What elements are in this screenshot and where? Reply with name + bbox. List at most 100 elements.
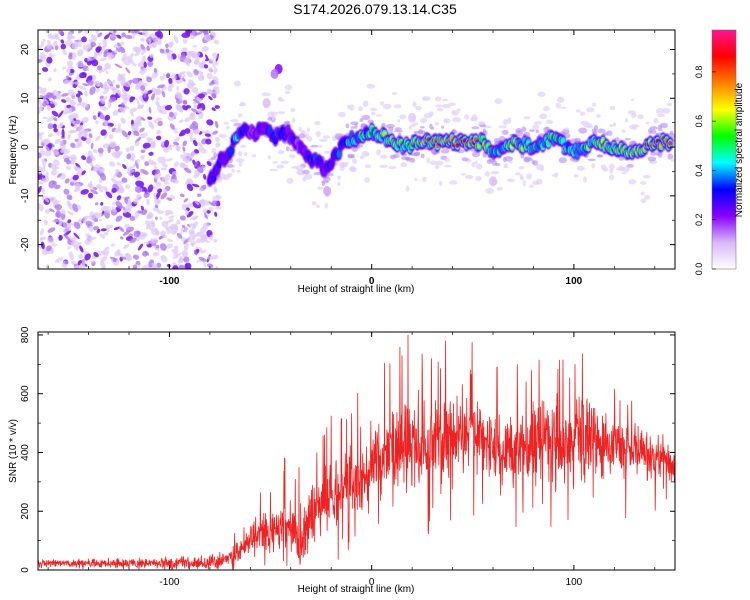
spectrogram-noise-cell — [187, 223, 191, 228]
spectrogram-noise-cell — [100, 202, 104, 206]
spectrogram-noise-cell — [193, 69, 199, 76]
spectrogram-noise-cell — [47, 227, 56, 233]
spectrogram-halo-cell — [621, 172, 627, 175]
spectrogram-noise-cell — [99, 172, 106, 181]
spectrogram-halo-cell — [267, 116, 273, 121]
spectrogram-noise-cell — [114, 63, 123, 69]
spectrogram-noise-cell — [112, 110, 119, 116]
spectrogram-noise-cell — [54, 33, 59, 38]
spectrogram-noise-cell — [95, 46, 101, 53]
spectrogram-halo-cell — [471, 126, 480, 130]
spectrogram-noise-cell — [52, 90, 60, 97]
spectrogram-noise-cell — [77, 49, 84, 57]
spectrogram-noise-cell — [82, 216, 88, 224]
spectrogram-noise-cell — [73, 113, 77, 120]
spectrogram-halo-cell — [267, 155, 272, 160]
spectrogram-noise-cell — [196, 165, 204, 174]
spectrogram-halo-cell — [233, 80, 241, 87]
spectrogram-halo-cell — [399, 114, 407, 120]
spectrogram-halo-cell — [503, 163, 509, 169]
spectrogram-noise-cell — [182, 140, 188, 147]
spectrogram-noise-cell — [187, 234, 195, 243]
spectrogram-noise-cell — [134, 186, 142, 193]
spectrogram-noise-cell — [121, 88, 128, 97]
spectrogram-halo-cell — [596, 114, 601, 118]
spectrogram-halo-cell — [319, 138, 328, 142]
spectrogram-noise-cell — [190, 34, 195, 40]
spectrogram-noise-cell — [94, 164, 101, 171]
spectrogram-noise-cell — [57, 110, 64, 118]
spectrogram-noise-cell — [165, 48, 170, 53]
spectrogram-halo-cell — [438, 180, 443, 186]
spectrogram-halo-cell — [647, 156, 657, 162]
spectrogram-halo-cell — [650, 151, 657, 156]
spectrogram-noise-cell — [176, 219, 181, 225]
spectrogram-halo-cell — [291, 166, 298, 169]
spectrogram-noise-cell — [166, 218, 175, 224]
spectrogram-noise-cell — [118, 128, 123, 133]
spectrogram-noise-cell — [103, 95, 108, 101]
spectrogram-halo-cell — [261, 92, 271, 97]
snr-frame — [37, 331, 676, 571]
spectrogram-noise-cell — [159, 75, 165, 81]
spectrogram-noise-cell — [213, 238, 218, 243]
spectrogram-noise-cell — [122, 58, 131, 66]
spectrogram-halo-cell — [583, 176, 587, 183]
spectrogram-halo-cell — [521, 126, 527, 133]
spectrogram-halo-cell — [405, 185, 410, 192]
spectrogram-noise-cell — [206, 263, 214, 268]
spectrogram-halo-cell — [443, 157, 451, 163]
spectrogram-noise-cell — [103, 231, 109, 236]
spectrogram-noise-cell — [38, 90, 46, 95]
spectrogram-noise-cell — [119, 186, 125, 194]
spectrogram-noise-cell — [50, 99, 55, 104]
spectrogram-halo-cell — [321, 180, 330, 184]
spectrogram-noise-cell — [214, 120, 219, 129]
spectrogram-noise-cell — [125, 147, 131, 153]
spectrogram-noise-cell — [165, 72, 171, 78]
spectrogram-noise-cell — [192, 130, 199, 135]
spectrogram-halo-cell — [460, 173, 466, 176]
spectrogram-noise-cell — [89, 211, 94, 217]
spectrogram-halo-cell — [380, 101, 385, 106]
spectrogram-halo-cell — [233, 122, 243, 127]
spectrogram-noise-cell — [40, 121, 44, 125]
spectrogram-noise-cell — [141, 55, 146, 64]
spectrogram-noise-cell — [127, 208, 132, 212]
spectrogram-noise-cell — [197, 141, 203, 147]
spectrogram-noise-cell — [151, 87, 158, 94]
spectrogram-noise-cell — [136, 230, 141, 235]
spectrogram-noise-cell — [155, 100, 160, 106]
spectrogram-noise-cell — [116, 195, 122, 201]
spectrogram-noise-cell — [186, 207, 190, 211]
spectrogram-x-tick-label: -100 — [159, 276, 179, 287]
spectrogram-noise-cell — [86, 67, 90, 72]
spectrogram-halo-cell — [593, 124, 599, 131]
spectrogram-noise-cell — [188, 82, 197, 86]
ridge-core — [560, 139, 566, 144]
spectrogram-noise-cell — [133, 198, 139, 204]
spectrogram-halo-cell — [478, 122, 486, 125]
spectrogram-noise-cell — [101, 186, 108, 190]
spectrogram-noise-cell — [142, 232, 148, 237]
spectrogram-halo-cell — [284, 120, 291, 124]
spectrogram-noise-cell — [104, 246, 110, 251]
spectrogram-noise-cell — [38, 45, 43, 50]
spectrogram-noise-cell — [203, 34, 212, 42]
spectrogram-halo-cell — [385, 123, 395, 129]
spectrogram-noise-cell — [136, 175, 141, 182]
spectrogram-noise-cell — [68, 108, 73, 113]
spectrogram-noise-cell — [134, 51, 141, 57]
spectrogram-noise-cell — [53, 117, 58, 122]
spectrogram-noise-cell — [140, 37, 145, 42]
spectrogram-halo-cell — [394, 127, 403, 131]
spectrogram-noise-layer — [38, 30, 221, 269]
spectrogram-noise-cell — [100, 67, 108, 73]
spectrogram-noise-cell — [67, 89, 76, 97]
spectrogram-noise-cell — [181, 32, 191, 39]
spectrogram-noise-cell — [60, 43, 67, 50]
spectrogram-noise-cell — [186, 210, 194, 218]
spectrogram-noise-cell — [189, 130, 193, 140]
spectrogram-halo-cell — [642, 174, 651, 179]
spectrogram-noise-cell — [212, 61, 216, 69]
